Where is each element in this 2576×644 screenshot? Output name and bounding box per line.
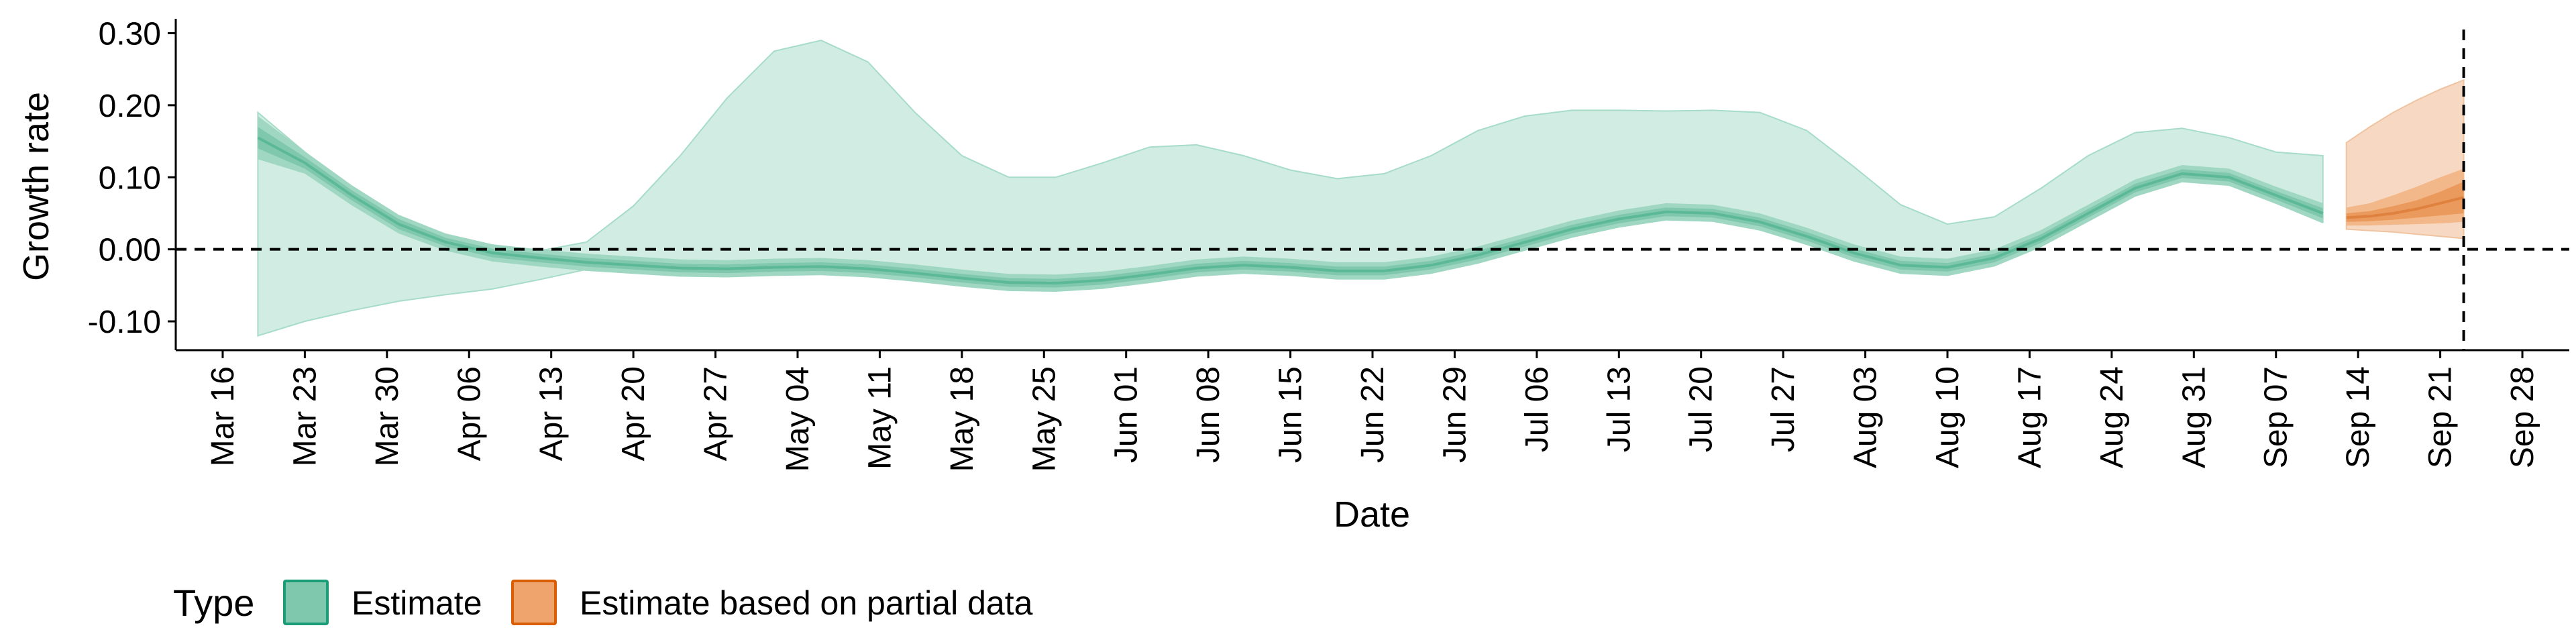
x-tick-label: Jul 13: [1601, 366, 1637, 452]
x-tick-label: Sep 07: [2259, 366, 2294, 468]
x-tick-label: Sep 14: [2341, 366, 2376, 468]
y-tick-label: 0.20: [99, 89, 161, 124]
x-tick-label: May 04: [780, 366, 816, 472]
axes: -0.10 0.00 0.10 0.20 0.30 Mar 16 Mar 23 Mar 30 A…: [88, 16, 2569, 472]
ribbon-layer: [257, 40, 2465, 337]
legend-label-estimate: Estimate: [352, 584, 482, 622]
y-tick-label: 0.00: [99, 233, 161, 268]
x-tick-label: Aug 10: [1930, 366, 1966, 468]
x-tick-label: Apr 13: [534, 366, 570, 461]
legend-swatch-estimate: [283, 580, 329, 625]
x-tick-label: Aug 03: [1848, 366, 1884, 468]
x-tick-label: Jun 15: [1273, 366, 1309, 463]
median-line-partial: [2346, 196, 2465, 219]
x-tick-label: Mar 30: [370, 366, 405, 466]
band-outer-estimate: [257, 40, 2324, 337]
x-tick-label: Apr 20: [616, 366, 651, 461]
y-tick-label: 0.10: [99, 160, 161, 196]
y-axis-title: Growth rate: [16, 92, 56, 281]
y-tick-label: 0.30: [99, 16, 161, 52]
x-tick-label: Aug 24: [2094, 366, 2130, 468]
legend-swatch-partial: [511, 580, 557, 625]
x-tick-label: Sep 21: [2423, 366, 2459, 468]
x-tick-label: Sep 28: [2505, 366, 2540, 468]
x-tick-label: Jul 06: [1519, 366, 1555, 452]
x-tick-label: Jul 20: [1684, 366, 1719, 452]
legend: Type Estimate Estimate based on partial …: [173, 580, 1033, 625]
band-50-partial: [2346, 181, 2464, 222]
x-tick-label: Jun 22: [1355, 366, 1391, 463]
x-tick-label: Jul 27: [1766, 366, 1801, 452]
x-tick-label: May 11: [862, 366, 898, 470]
legend-label-partial: Estimate based on partial data: [580, 584, 1033, 622]
x-tick-label: Apr 27: [698, 366, 734, 461]
x-tick-label: Jun 29: [1437, 366, 1472, 463]
reference-lines: [176, 30, 2569, 350]
x-tick-label: Mar 23: [287, 366, 323, 466]
x-tick-label: Jun 01: [1109, 366, 1144, 463]
legend-title: Type: [173, 582, 254, 624]
x-tick-label: Aug 31: [2176, 366, 2212, 468]
x-tick-label: Mar 16: [205, 366, 241, 466]
x-tick-label: Jun 08: [1191, 366, 1226, 463]
x-tick-label: May 18: [945, 366, 980, 472]
x-tick-label: Aug 17: [2012, 366, 2048, 468]
median-line-estimate: [257, 136, 2324, 285]
y-tick-label: -0.10: [88, 305, 161, 340]
x-tick-label: May 25: [1026, 366, 1062, 472]
x-tick-label: Apr 06: [451, 366, 487, 461]
x-axis-title: Date: [1334, 494, 1410, 535]
